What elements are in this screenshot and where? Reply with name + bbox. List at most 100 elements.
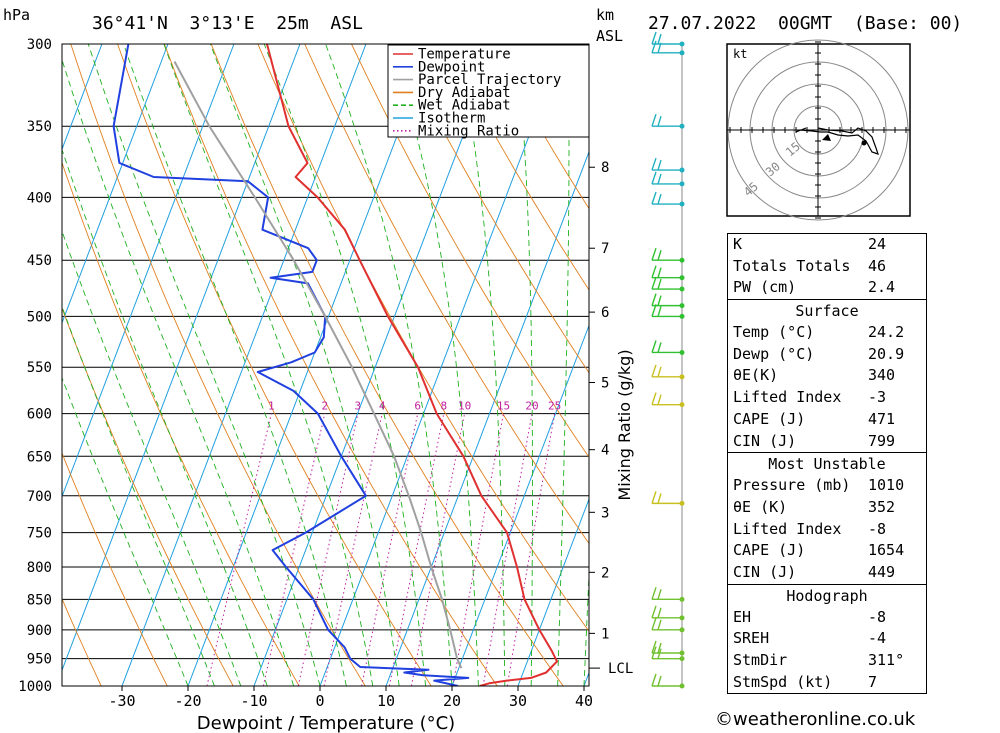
legend-label: Dry Adiabat [418,85,511,101]
isotherm [451,324,589,686]
km-tick-label: 5 [601,376,609,392]
surface-section-title: Surface [728,299,926,322]
series-parcel-trajectory [173,61,463,669]
storm-motion-marker [822,134,831,141]
wind-barb [651,171,682,185]
wind-barb [651,491,682,505]
mixing-ratio-label: 4 [379,400,386,413]
legend-label: Mixing Ratio [418,123,519,139]
km-label: km [596,6,614,24]
index-row: CIN (J) 449 [733,562,896,581]
isotherm [253,44,499,686]
pressure-tick-label: 1000 [18,679,52,695]
legend-label: Dewpoint [418,59,485,75]
mixing-ratio-label: 3 [355,400,362,413]
copyright-footer[interactable]: ©weatheronline.co.uk [715,709,916,730]
x-tick-label: -20 [174,692,201,710]
skewt-axes: 1 2 3 4 6 8 10 15 20 2530035040045050055060065070… [18,37,633,710]
index-row: Dewp (°C) 20.9 [733,344,905,363]
wind-barb [651,40,682,54]
index-row: Lifted Index -8 [733,519,887,538]
wet-adiabat [87,44,321,686]
dry-adiabat [62,597,102,686]
mixing-ratio-line [297,413,359,686]
index-row: CIN (J) 799 [733,431,896,450]
dry-adiabat [163,44,498,686]
hodograph: kt 15 30 45 [726,39,911,221]
wind-barb [651,304,682,318]
dry-adiabat [304,44,589,545]
dry-adiabat [62,306,234,686]
mixing-ratio-label: 2 [321,400,328,413]
index-row: CAPE (J) 471 [733,409,896,428]
wet-adiabat [209,44,400,686]
legend-label: Temperature [418,47,511,63]
skewt-grid [62,44,1000,686]
pressure-tick-label: 650 [27,449,52,465]
mixing-ratio-line [361,413,419,686]
isotherm [187,44,433,686]
km-tick-label: 3 [601,505,609,521]
location-label: 36°41'N 3°13'E 25m ASL [92,13,363,34]
mixing-ratio-label: 25 [548,400,561,413]
plot-frame [61,43,590,687]
index-row: StmDir 311° [733,651,905,669]
pressure-tick-label: 900 [27,623,52,639]
wind-barb [651,157,682,171]
wet-adiabat [263,44,427,686]
mixing-ratio-line [388,413,445,686]
pressure-tick-label: 300 [27,37,52,53]
hodograph-section-title: Hodograph [728,583,926,607]
index-row: PW (cm) 2.4 [733,278,896,297]
index-row: SREH -4 [733,629,887,648]
wet-adiabat [62,376,189,686]
wet-adiabat [583,566,589,686]
index-panel: K 24 Totals Totals 46 PW (cm) 2.4 Surface T… [727,233,927,695]
mixing-ratio-line [323,413,383,686]
pressure-tick-label: 950 [27,652,52,668]
wind-barb [651,605,682,619]
wind-barb [651,364,682,378]
wind-barb [651,587,682,601]
pressure-tick-label: 600 [27,407,52,423]
wet-adiabat [62,305,215,686]
isotherm [517,497,589,686]
index-row: K 24 [733,235,887,253]
mixing-ratio-line [206,413,272,686]
pressure-tick-label: 550 [27,360,52,376]
dry-adiabat [960,44,1000,686]
hodograph-unit: kt [733,47,747,61]
mixing-ratio-label: 20 [525,400,538,413]
mixing-ratio-label: 8 [440,400,447,413]
dry-adiabat [62,161,300,686]
legend-label: Wet Adiabat [418,98,511,114]
wind-barb [651,673,682,687]
x-tick-label: 30 [509,692,527,710]
legend-label: Parcel Trajectory [418,72,561,88]
index-row: Temp (°C) 24.2 [733,323,905,342]
pressure-tick-label: 400 [27,190,52,206]
km-tick-label: 2 [601,565,609,581]
x-tick-label: 20 [443,692,461,710]
wet-adiabat [325,44,453,686]
km-tick-label: 6 [601,305,609,321]
pressure-unit-label: hPa [3,6,30,24]
x-tick-label: 10 [377,692,395,710]
mixing-ratio-label: 15 [497,400,510,413]
most-unstable-section-title: Most Unstable [728,452,926,475]
wind-barbs [651,31,685,689]
lcl-label: LCL [608,661,633,677]
mixing-ratio-line [262,413,326,686]
km-tick-label: 4 [601,443,609,459]
pressure-tick-label: 700 [27,489,52,505]
wind-barb [651,646,682,660]
dry-adiabat [444,44,589,291]
wind-barb [651,276,682,290]
wet-adiabat [123,44,347,686]
wind-barb [651,31,682,45]
pressure-tick-label: 450 [27,253,52,269]
isotherm [319,44,565,686]
mixing-ratio-line [452,413,504,686]
wet-adiabat [62,229,242,686]
